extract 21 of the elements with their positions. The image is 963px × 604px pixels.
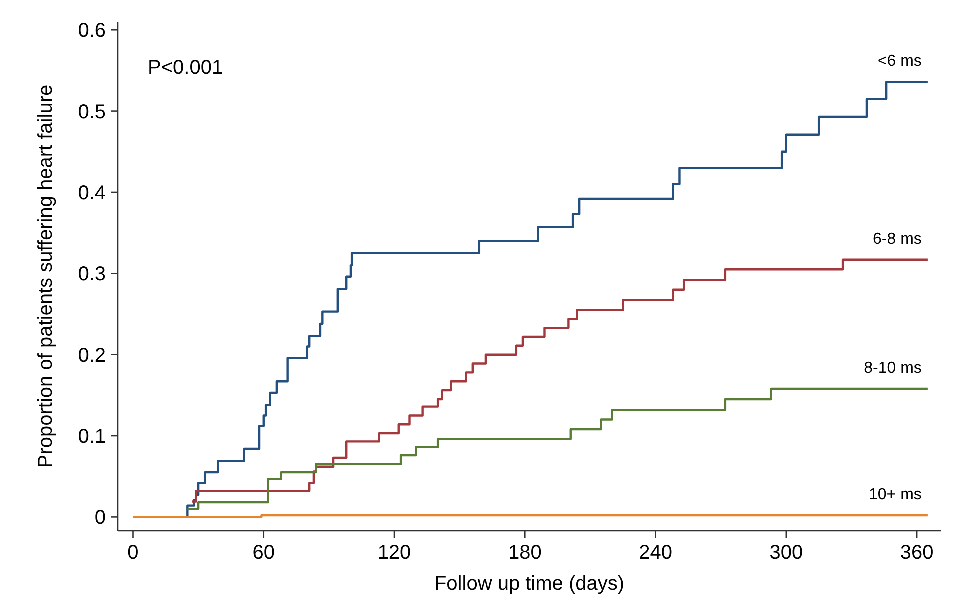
x-tick-label: 120: [378, 542, 412, 564]
x-tick-label: 300: [770, 542, 804, 564]
x-tick-label: 240: [639, 542, 672, 564]
x-tick-label: 0: [128, 542, 139, 564]
x-tick-label: 60: [252, 542, 275, 564]
y-axis-title: Proportion of patients suffering heart failure: [35, 84, 57, 468]
annotation: P<0.001: [148, 57, 224, 79]
y-tick-label: 0.6: [78, 20, 106, 42]
series-label: 6-8 ms: [873, 230, 922, 248]
series-label: 10+ ms: [869, 486, 922, 504]
y-tick-label: 0.5: [78, 101, 106, 124]
y-tick-label: 0.1: [78, 426, 106, 448]
x-tick-label: 180: [508, 542, 542, 564]
y-tick-label: 0: [94, 507, 106, 530]
series-label: <6 ms: [878, 53, 922, 70]
y-tick-label: 0.4: [78, 182, 106, 204]
x-axis-title: Follow up time (days): [434, 573, 625, 595]
series-label: 8-10 ms: [864, 360, 922, 377]
x-tick-label: 360: [900, 542, 934, 564]
y-tick-label: 0.3: [78, 264, 106, 286]
y-tick-label: 0.2: [78, 344, 106, 367]
